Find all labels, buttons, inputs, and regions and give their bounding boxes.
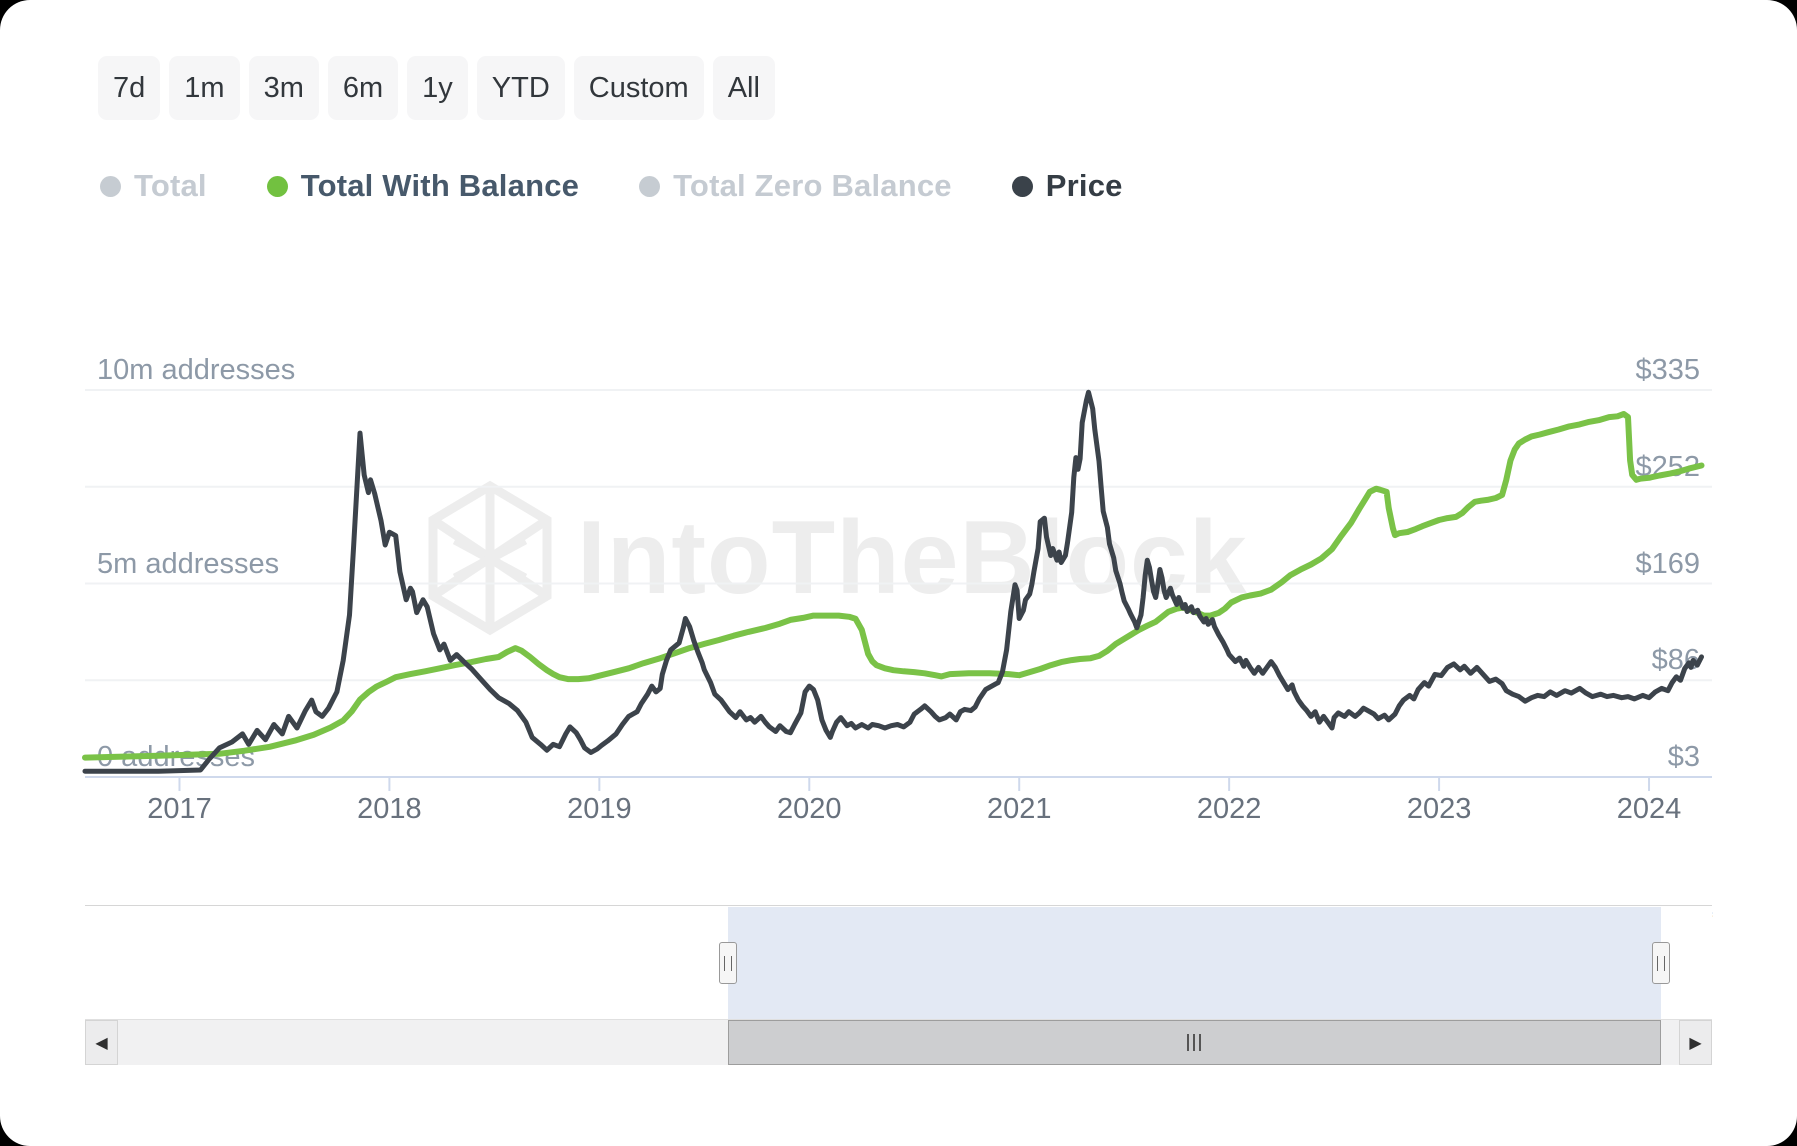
range-button-custom[interactable]: Custom <box>573 56 704 120</box>
navigator-selected-range[interactable] <box>727 907 1661 1019</box>
legend-item-label: Price <box>1045 168 1123 203</box>
x-axis-year-label: 2019 <box>567 793 632 825</box>
scrollbar-track[interactable]: ◀ ▶ <box>85 1019 1712 1065</box>
navigator-left-handle[interactable] <box>718 942 737 984</box>
x-axis-year-label: 2022 <box>1196 793 1262 825</box>
y-axis-right-label: $335 <box>1635 354 1700 386</box>
chart-legend: Total Total With Balance Total Zero Balanc… <box>100 168 1123 204</box>
y-axis-left-label: 10m addresses <box>97 354 296 386</box>
legend-item-label: Total With Balance <box>300 168 580 203</box>
x-axis-year-label: 2017 <box>147 793 212 825</box>
x-axis-year-label: 2020 <box>777 793 842 825</box>
range-button-6m[interactable]: 6m <box>327 56 399 120</box>
scrollbar-grip-icon <box>1186 1034 1202 1051</box>
legend-item-total[interactable]: Total <box>100 168 207 204</box>
legend-item-label: Total Zero Balance <box>673 168 952 203</box>
navigator[interactable] <box>85 905 1712 1020</box>
range-button-all[interactable]: All <box>712 56 775 120</box>
handle-grip-icon <box>723 955 732 971</box>
scrollbar-thumb[interactable] <box>727 1020 1661 1065</box>
legend-dot-icon <box>266 175 288 197</box>
range-button-7d[interactable]: 7d <box>98 56 161 120</box>
navigator-right-handle[interactable] <box>1651 942 1670 984</box>
legend-dot-icon <box>1011 175 1033 197</box>
range-toolbar: 7d 1m 3m 6m 1y YTD Custom All <box>98 56 775 120</box>
chart-plot-area[interactable] <box>85 330 1712 777</box>
range-button-ytd[interactable]: YTD <box>476 56 565 120</box>
x-axis-year-label: 2021 <box>986 793 1052 825</box>
legend-item-total-zero-balance[interactable]: Total Zero Balance <box>639 168 952 204</box>
x-axis-year-label: 2018 <box>357 793 422 825</box>
legend-item-total-with-balance[interactable]: Total With Balance <box>266 168 580 204</box>
x-axis-year-label: 2024 <box>1616 793 1682 825</box>
scrollbar-right-arrow-icon[interactable]: ▶ <box>1679 1020 1712 1065</box>
x-axis <box>85 776 1712 791</box>
legend-item-price[interactable]: Price <box>1011 168 1123 204</box>
x-axis-year-label: 2023 <box>1406 793 1472 825</box>
scrollbar-left-arrow-icon[interactable]: ◀ <box>85 1020 118 1065</box>
legend-dot-icon <box>100 175 121 197</box>
legend-dot-icon <box>639 175 661 197</box>
legend-item-label: Total <box>134 168 207 203</box>
range-button-3m[interactable]: 3m <box>248 56 319 120</box>
range-button-1m[interactable]: 1m <box>169 56 240 120</box>
range-button-1y[interactable]: 1y <box>407 56 468 120</box>
handle-grip-icon <box>1656 955 1665 971</box>
